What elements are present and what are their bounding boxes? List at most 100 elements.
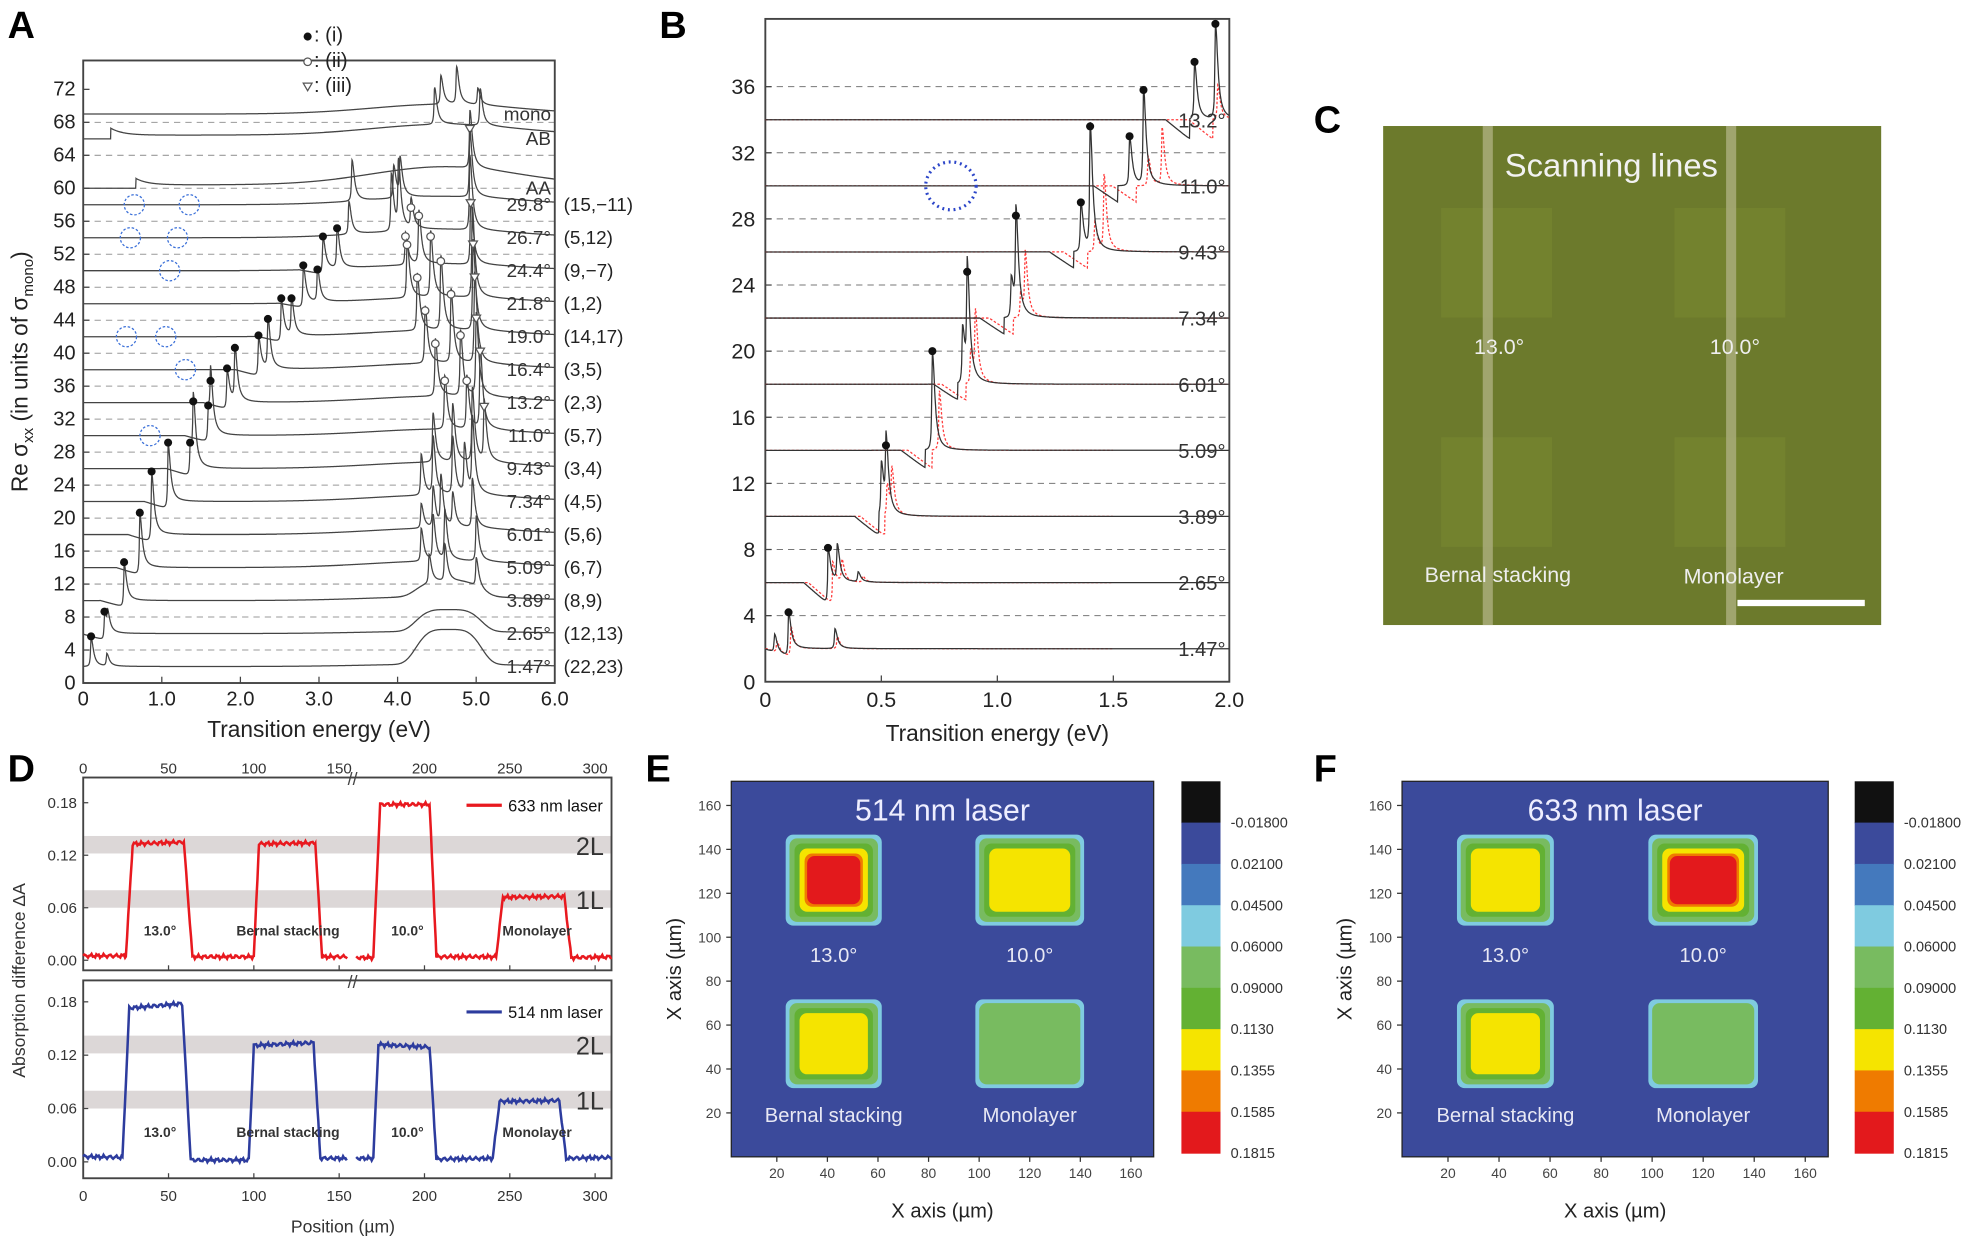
y-axis-label-part: Re σ <box>7 443 33 492</box>
curve-label: 24.4° <box>507 261 551 282</box>
panel-letter: B <box>659 5 686 47</box>
heatmap-title: 633 nm laser <box>1528 794 1703 827</box>
filled-circle-marker <box>263 314 272 323</box>
curve-label: 1.47° <box>1178 639 1225 661</box>
spectrum-curve <box>83 414 555 508</box>
spectrum-curve <box>765 204 1229 335</box>
y-tick-label: 0.18 <box>47 994 76 1011</box>
chiral-indices-label: (8,9) <box>564 591 603 612</box>
curve-label: 6.01° <box>507 525 551 546</box>
axis-break-icon: // <box>348 769 358 789</box>
absorption-trace <box>82 999 348 1166</box>
filled-circle-marker <box>87 632 96 641</box>
x-tick-label: 1.0 <box>982 688 1012 712</box>
scale-bar <box>1737 599 1865 607</box>
legend-label: : (iii) <box>314 75 352 97</box>
x-tick-label: 100 <box>968 1165 991 1181</box>
y-tick-label: 40 <box>706 1061 722 1077</box>
colorbar-band <box>1854 946 1894 989</box>
y-axis-label-part: (in units of σ <box>7 297 33 428</box>
legend-label: : (i) <box>314 25 343 47</box>
open-circle-marker <box>430 339 440 349</box>
curve-label: 2.65° <box>507 624 551 645</box>
x-tick-label: 20 <box>769 1165 785 1181</box>
y-tick-label: 20 <box>53 507 75 529</box>
chiral-indices-label: (14,17) <box>564 327 624 348</box>
heatmap-contour-level <box>807 856 861 905</box>
heatmap-contour-level <box>1470 1013 1540 1075</box>
top-x-tick-label: 100 <box>241 761 266 778</box>
y-axis-label: Re σxx (in units of σmono) <box>7 251 37 492</box>
region-label: Monolayer <box>502 923 572 939</box>
scanning-line <box>1726 126 1737 626</box>
y-tick-label: 52 <box>53 244 75 266</box>
chiral-indices-label: (12,13) <box>564 624 624 645</box>
highlight-circle <box>158 260 181 282</box>
image-label: Bernal stacking <box>1425 563 1571 587</box>
region-label: Monolayer <box>983 1105 1077 1127</box>
colorbar-label: 0.1130 <box>1904 1022 1947 1038</box>
image-label: 10.0° <box>1710 335 1760 359</box>
filled-circle-marker <box>189 397 198 406</box>
x-tick-label: 0.5 <box>866 688 896 712</box>
x-tick-label: 40 <box>820 1165 836 1181</box>
panel-letter: D <box>8 748 35 790</box>
chiral-indices-label: (5,6) <box>564 525 603 546</box>
x-tick-label: 60 <box>870 1165 886 1181</box>
colorbar-label: 0.1585 <box>1231 1105 1275 1121</box>
filled-circle-marker <box>1086 122 1095 131</box>
open-circle-marker <box>446 289 456 299</box>
filled-circle-marker <box>333 224 342 233</box>
curve-label: 6.01° <box>1178 375 1225 397</box>
heatmap-contour-level <box>1470 848 1540 912</box>
colorbar-label: 0.1815 <box>1904 1146 1948 1162</box>
filled-circle-marker <box>881 441 891 450</box>
curve-label: 26.7° <box>507 228 551 249</box>
x-tick-label: 60 <box>1542 1165 1558 1181</box>
heatmap-title: 514 nm laser <box>855 794 1030 827</box>
model-fit-curve <box>765 390 1113 470</box>
layer-band <box>83 890 612 908</box>
x-tick-label: 100 <box>241 1188 266 1205</box>
spectrum-curve <box>765 430 1229 534</box>
curve-label: 13.2° <box>1178 110 1225 132</box>
top-x-tick-label: 150 <box>327 761 352 778</box>
spectrum-curve <box>83 155 555 239</box>
curve-label: 29.8° <box>507 195 551 216</box>
image-label: Monolayer <box>1684 564 1784 588</box>
y-tick-label: 0.12 <box>47 1047 76 1064</box>
curve-label: 3.89° <box>1178 507 1225 529</box>
panel-letter: A <box>8 5 35 47</box>
y-tick-label: 44 <box>53 310 75 332</box>
band-label: 2L <box>576 833 604 861</box>
highlight-circle <box>155 325 177 348</box>
chiral-indices-label: (3,4) <box>564 459 603 480</box>
open-circle-marker <box>412 273 422 283</box>
y-tick-label: 8 <box>743 538 755 562</box>
curve-label: 5.09° <box>507 558 551 579</box>
colorbar-label: 0.1355 <box>1904 1063 1948 1079</box>
y-tick-label: 40 <box>53 343 75 365</box>
top-x-tick-label: 200 <box>412 761 437 778</box>
triangle-marker <box>478 402 490 413</box>
triangle-marker <box>465 199 477 209</box>
top-x-tick-label: 50 <box>160 761 177 778</box>
optical-image <box>1383 126 1882 626</box>
triangle-marker <box>467 240 479 250</box>
colorbar-band <box>1181 1111 1221 1154</box>
highlight-circle <box>115 325 138 348</box>
curve-label: 13.2° <box>507 393 551 414</box>
y-tick-label: 64 <box>53 145 75 167</box>
curve-label: 7.34° <box>507 492 551 513</box>
triangle-marker <box>464 124 476 135</box>
y-tick-label: 36 <box>53 375 75 397</box>
x-tick-label: 3.0 <box>305 689 333 711</box>
y-tick-label: 140 <box>1369 841 1392 857</box>
y-tick-label: 56 <box>53 211 75 233</box>
layer-band <box>83 1035 612 1054</box>
y-tick-label: 0 <box>64 672 75 694</box>
y-axis-label: X axis (µm) <box>664 918 686 1020</box>
legend-label: : (ii) <box>314 50 348 72</box>
curve-label: 16.4° <box>507 360 551 381</box>
spectrum-curve <box>82 628 555 668</box>
